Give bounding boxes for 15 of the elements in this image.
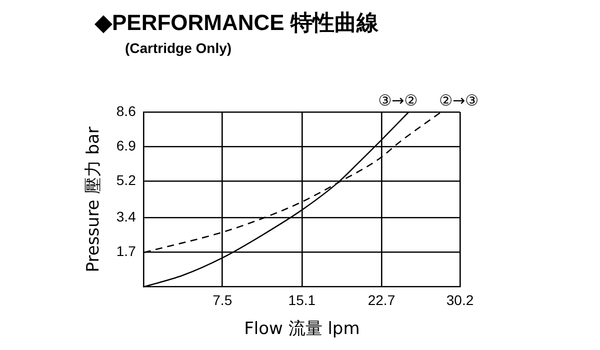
series-label: ②→③ [439, 91, 479, 110]
y-tick-label: 5.2 [116, 172, 136, 188]
y-tick-label: 1.7 [116, 243, 136, 260]
x-tick-label: 15.1 [288, 292, 316, 308]
x-tick-label: 30.2 [446, 292, 474, 308]
y-tick-label: 3.4 [116, 208, 136, 225]
series-label: ③→② [378, 91, 418, 110]
y-axis-title: Pressure 壓力 bar [84, 126, 104, 272]
x-axis-title: Flow 流量 lpm [244, 319, 360, 340]
chart-title: ◆PERFORMANCE 特性曲線 [95, 9, 378, 37]
y-tick-label: 8.6 [116, 102, 136, 119]
x-tick-label: 22.7 [368, 292, 396, 308]
y-tick-label: 6.9 [116, 137, 136, 154]
x-tick-label: 7.5 [212, 292, 232, 308]
chart-subtitle: (Cartridge Only) [125, 40, 232, 56]
